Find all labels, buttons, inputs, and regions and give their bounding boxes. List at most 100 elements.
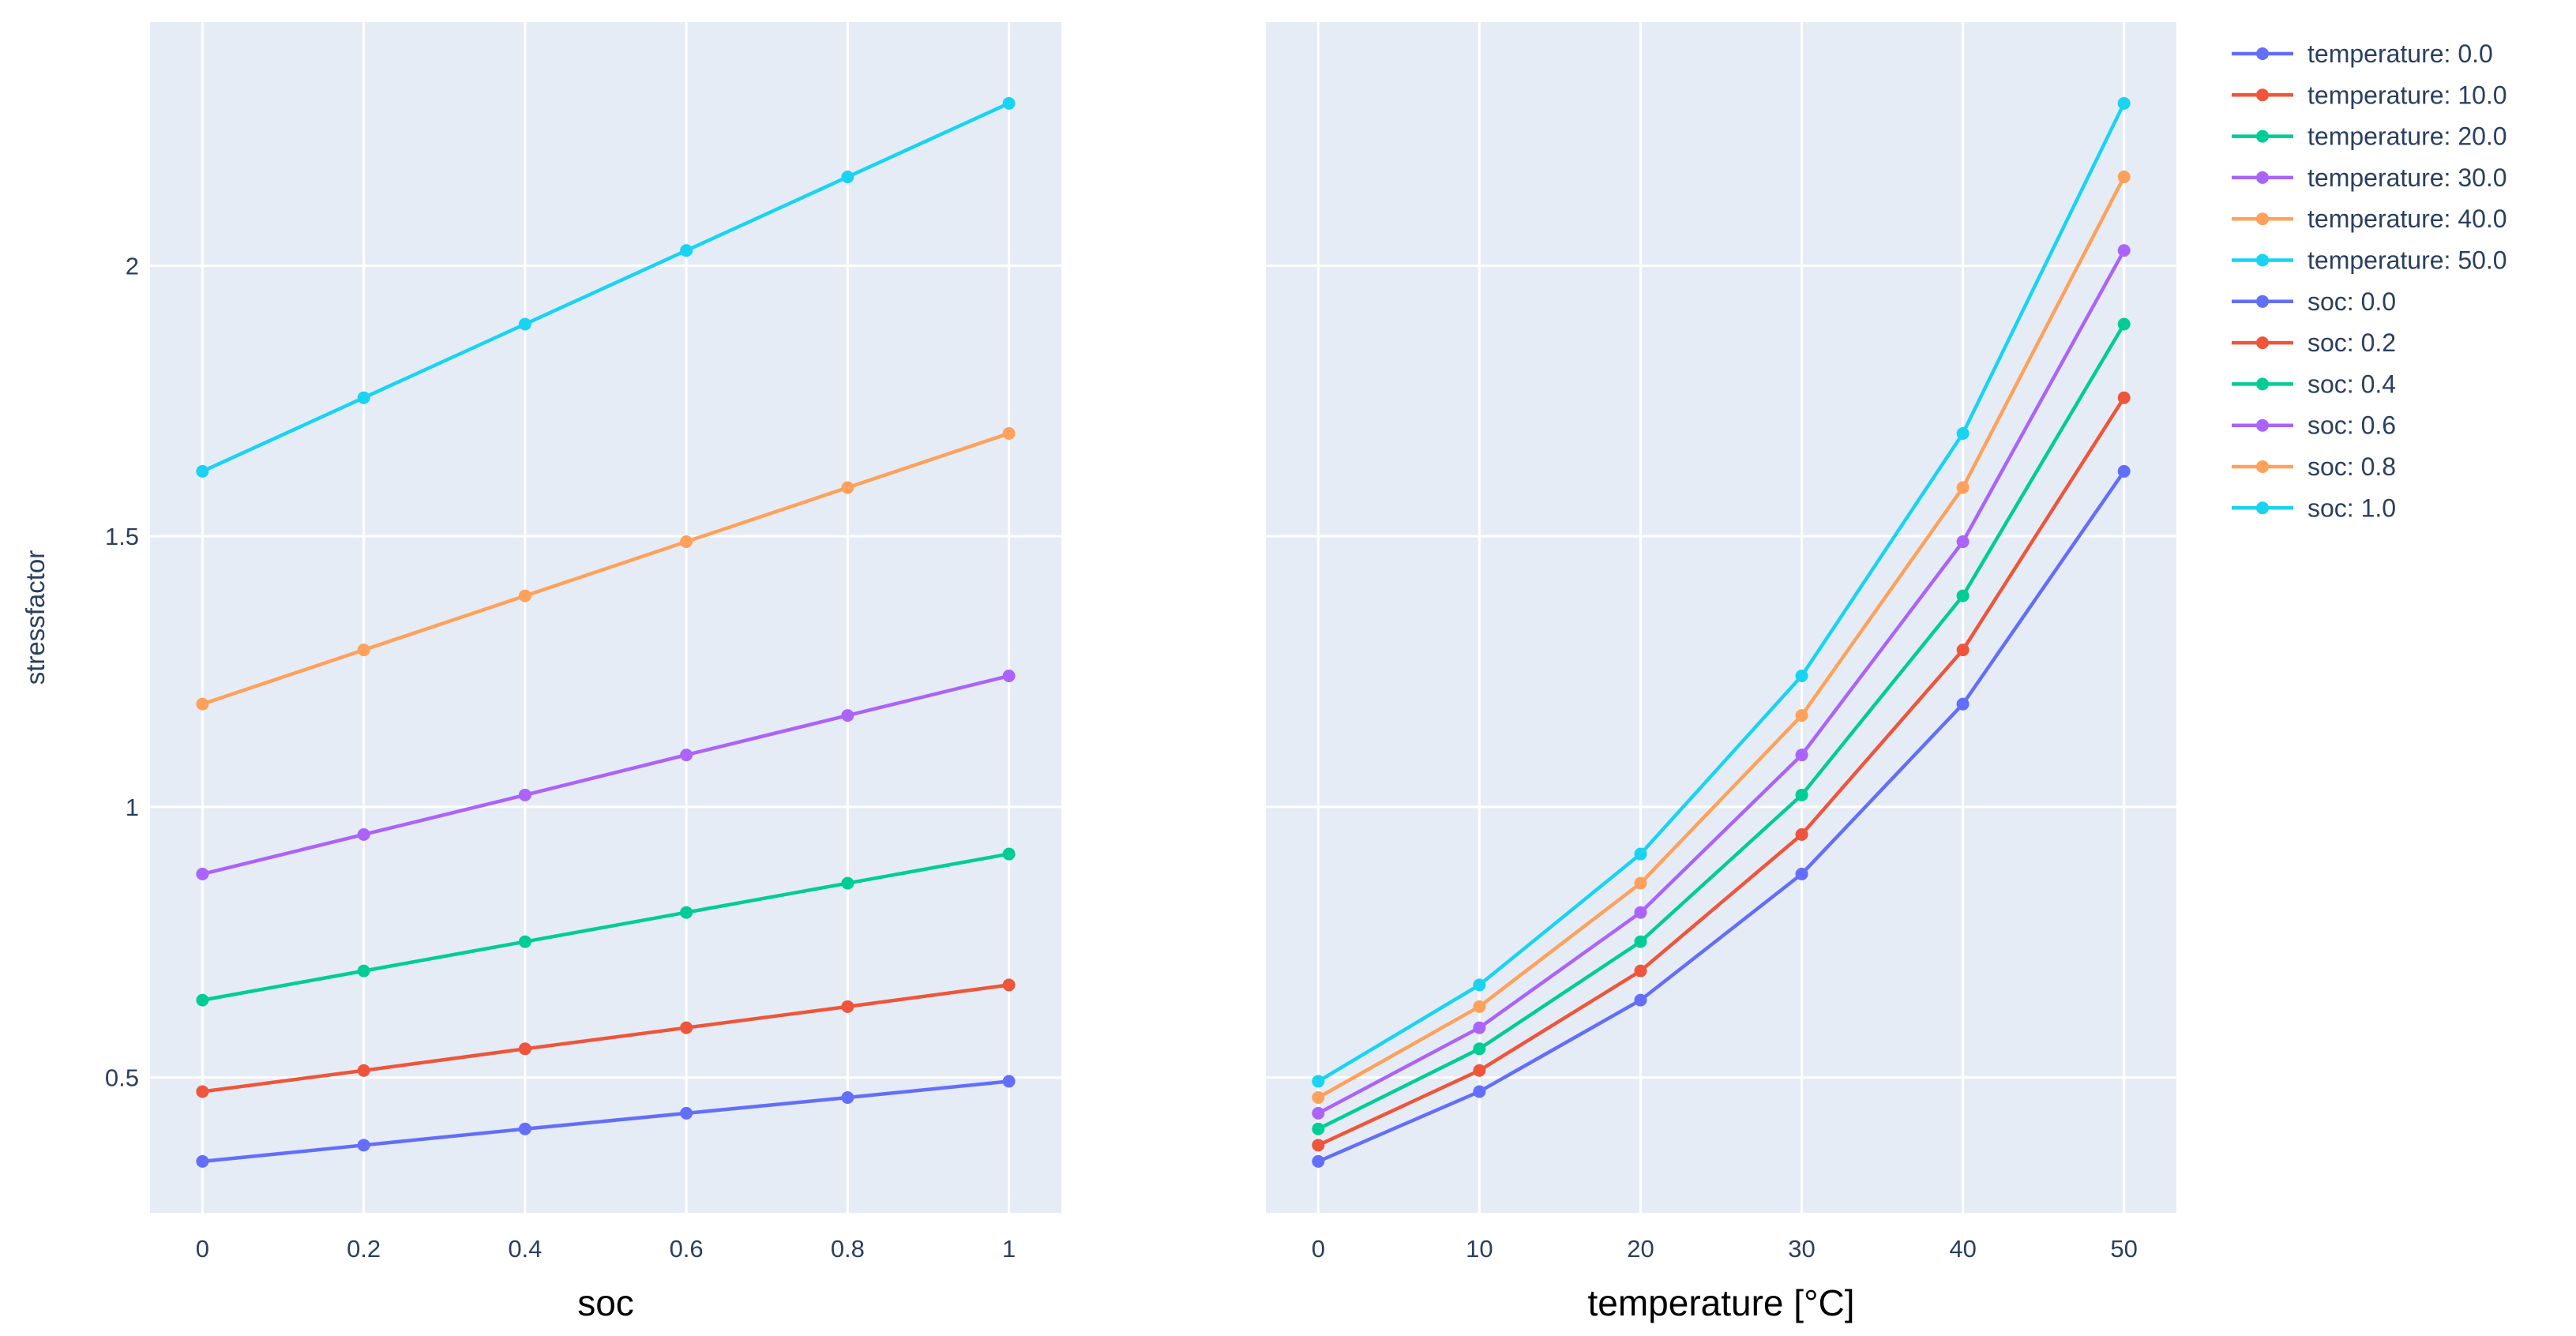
data-point bbox=[357, 964, 370, 978]
series-soc-0-4 bbox=[1312, 317, 2131, 1135]
data-point bbox=[196, 1085, 209, 1098]
data-point bbox=[1002, 1075, 1016, 1088]
x-tick-label: 50 bbox=[2110, 1235, 2137, 1263]
data-point bbox=[1634, 847, 1647, 861]
data-point bbox=[1634, 935, 1647, 948]
data-point bbox=[1634, 876, 1647, 890]
y-tick-label: 2 bbox=[126, 252, 139, 280]
data-point bbox=[1002, 426, 1016, 440]
legend-label: temperature: 50.0 bbox=[2308, 246, 2507, 275]
x-tick-label: 0.6 bbox=[670, 1235, 704, 1263]
series-soc-1-0 bbox=[1312, 96, 2131, 1088]
data-point bbox=[1002, 978, 1016, 992]
data-point bbox=[1956, 535, 1970, 549]
data-point bbox=[841, 1090, 854, 1104]
legend-item[interactable]: temperature: 10.0 bbox=[2232, 81, 2507, 109]
data-point bbox=[1956, 697, 1970, 711]
right-series-group bbox=[1312, 96, 2131, 1168]
left-plot-area bbox=[150, 22, 1061, 1213]
data-point bbox=[196, 464, 209, 478]
series-line bbox=[1317, 396, 2126, 1147]
data-point bbox=[841, 1000, 854, 1013]
left-subplot-soc: 0 0.2 0.4 0.6 0.8 1 0.5 1 1.5 2 soc stressfactor bbox=[21, 22, 1061, 1323]
legend-swatch-marker bbox=[2256, 129, 2269, 143]
x-tick-label: 10 bbox=[1466, 1235, 1493, 1263]
series-temperature-30-0 bbox=[196, 670, 1016, 880]
series-line bbox=[202, 983, 1009, 1094]
left-series-group bbox=[196, 96, 1016, 1168]
data-point bbox=[357, 391, 370, 404]
legend-item[interactable]: temperature: 20.0 bbox=[2232, 122, 2507, 151]
legend-item[interactable]: temperature: 40.0 bbox=[2232, 205, 2507, 233]
legend-item[interactable]: soc: 0.6 bbox=[2232, 411, 2396, 440]
data-point bbox=[2117, 317, 2131, 331]
legend-item[interactable]: temperature: 50.0 bbox=[2232, 246, 2507, 275]
legend-label: soc: 0.2 bbox=[2308, 328, 2396, 357]
series-line bbox=[201, 101, 1010, 473]
legend-label: soc: 0.0 bbox=[2308, 287, 2396, 316]
left-x-axis-title: soc bbox=[577, 1282, 634, 1323]
legend-item[interactable]: soc: 1.0 bbox=[2232, 493, 2396, 522]
x-tick-label: 40 bbox=[1949, 1235, 1976, 1263]
data-point bbox=[2117, 96, 2131, 110]
data-point bbox=[1312, 1154, 1325, 1168]
series-line bbox=[1317, 470, 2126, 1163]
x-tick-label: 0.8 bbox=[831, 1235, 865, 1263]
legend-item[interactable]: soc: 0.8 bbox=[2232, 452, 2396, 481]
legend-label: soc: 0.8 bbox=[2308, 452, 2396, 481]
data-point bbox=[1634, 964, 1647, 978]
legend-item[interactable]: soc: 0.4 bbox=[2232, 370, 2396, 398]
legend-item[interactable]: soc: 0.0 bbox=[2232, 287, 2396, 316]
data-point bbox=[1002, 670, 1016, 683]
right-x-axis-title: temperature [°C] bbox=[1588, 1282, 1855, 1323]
y-tick-label: 1 bbox=[126, 794, 139, 821]
data-point bbox=[1002, 96, 1016, 110]
x-tick-label: 0.2 bbox=[347, 1235, 381, 1263]
legend-swatch-marker bbox=[2256, 336, 2269, 350]
data-point bbox=[1956, 589, 1970, 602]
legend-label: temperature: 40.0 bbox=[2308, 205, 2507, 233]
data-point bbox=[2117, 171, 2131, 184]
data-point bbox=[2117, 391, 2131, 404]
data-point bbox=[1956, 644, 1970, 657]
data-point bbox=[357, 1064, 370, 1077]
series-soc-0-0 bbox=[1312, 464, 2131, 1168]
x-tick-label: 1 bbox=[1002, 1235, 1016, 1263]
legend-swatch-marker bbox=[2256, 460, 2269, 473]
data-point bbox=[680, 535, 693, 549]
data-point bbox=[518, 1122, 531, 1135]
data-point bbox=[1312, 1075, 1325, 1088]
legend-swatch-marker bbox=[2256, 418, 2269, 432]
data-point bbox=[1956, 481, 1970, 494]
legend-label: soc: 0.4 bbox=[2308, 370, 2396, 398]
data-point bbox=[680, 1106, 693, 1120]
right-gridlines bbox=[1266, 22, 2176, 1213]
series-line bbox=[201, 852, 1010, 1002]
y-tick-label: 1.5 bbox=[105, 523, 139, 550]
legend-item[interactable]: soc: 0.2 bbox=[2232, 328, 2396, 357]
data-point bbox=[1634, 993, 1647, 1007]
series-line bbox=[202, 1079, 1009, 1164]
legend-item[interactable]: temperature: 0.0 bbox=[2232, 39, 2493, 68]
data-point bbox=[680, 906, 693, 919]
legend-swatch-marker bbox=[2256, 501, 2269, 515]
right-x-tick-labels: 0 10 20 30 40 50 bbox=[1312, 1235, 2138, 1263]
data-point bbox=[1956, 426, 1970, 440]
data-point bbox=[1002, 847, 1016, 861]
legend-label: soc: 0.6 bbox=[2308, 411, 2396, 440]
series-line bbox=[201, 431, 1010, 706]
data-point bbox=[1795, 749, 1808, 762]
legend-swatch-marker bbox=[2256, 377, 2269, 391]
data-point bbox=[680, 749, 693, 762]
series-line bbox=[1317, 323, 2126, 1131]
series-temperature-40-0 bbox=[196, 426, 1016, 711]
series-temperature-0-0 bbox=[196, 1075, 1016, 1168]
series-soc-0-6 bbox=[1312, 244, 2131, 1120]
legend-swatch-marker bbox=[2256, 47, 2269, 60]
data-point bbox=[357, 644, 370, 657]
data-point bbox=[196, 993, 209, 1007]
legend-item[interactable]: temperature: 30.0 bbox=[2232, 163, 2507, 192]
y-tick-label: 0.5 bbox=[105, 1064, 139, 1092]
data-point bbox=[1312, 1139, 1325, 1152]
data-point bbox=[1312, 1106, 1325, 1120]
